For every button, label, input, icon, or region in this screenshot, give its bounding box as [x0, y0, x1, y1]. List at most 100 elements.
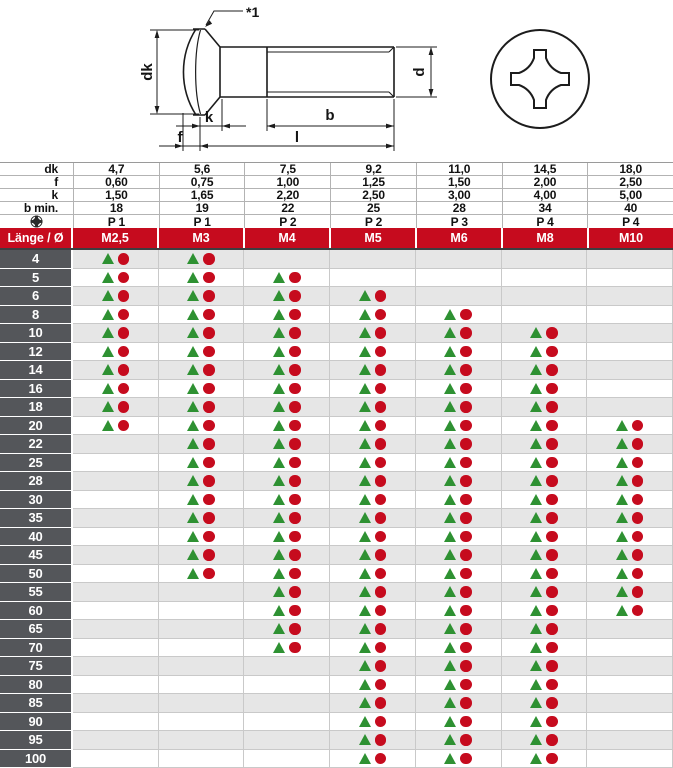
availability-cell — [330, 583, 416, 602]
dim-label-d: d — [411, 67, 428, 76]
circle-marker — [632, 512, 644, 524]
availability-cell — [416, 639, 502, 658]
availability-cell — [244, 565, 330, 584]
triangle-marker — [444, 531, 456, 542]
triangle-marker — [187, 364, 199, 375]
circle-marker — [460, 346, 472, 358]
availability-cell — [502, 343, 588, 362]
length-label: 50 — [0, 565, 73, 584]
triangle-marker — [530, 420, 542, 431]
length-row: 50 — [0, 565, 673, 584]
circle-marker — [118, 383, 130, 395]
availability-cell — [159, 269, 245, 288]
length-row: 65 — [0, 620, 673, 639]
spec-value: 2,50 — [330, 189, 416, 201]
circle-marker — [375, 457, 387, 469]
circle-marker — [460, 660, 472, 672]
triangle-marker — [102, 364, 114, 375]
availability-cell — [330, 380, 416, 399]
triangle-marker — [187, 457, 199, 468]
availability-cell — [502, 361, 588, 380]
triangle-marker — [187, 309, 199, 320]
circle-marker — [203, 438, 215, 450]
availability-cell — [502, 398, 588, 417]
triangle-marker — [359, 309, 371, 320]
availability-cell — [502, 528, 588, 547]
triangle-marker — [273, 586, 285, 597]
circle-marker — [546, 753, 558, 765]
availability-cell — [330, 472, 416, 491]
availability-cell — [244, 287, 330, 306]
empty-cell — [587, 250, 673, 269]
circle-marker — [460, 549, 472, 561]
size-col-header: M8 — [503, 228, 589, 248]
circle-marker — [289, 512, 301, 524]
circle-marker — [118, 290, 130, 302]
empty-cell — [244, 657, 330, 676]
empty-cell — [73, 676, 159, 695]
triangle-marker — [359, 383, 371, 394]
circle-marker — [460, 531, 472, 543]
spec-value: 2,20 — [244, 189, 330, 201]
circle-marker — [375, 531, 387, 543]
circle-marker — [546, 623, 558, 635]
circle-marker — [203, 309, 215, 321]
size-col-header: M6 — [417, 228, 503, 248]
availability-cell — [244, 583, 330, 602]
spec-value: 4,7 — [73, 163, 159, 175]
triangle-marker — [359, 623, 371, 634]
spec-value: 2,00 — [502, 176, 588, 188]
spec-value: 34 — [502, 202, 588, 214]
circle-marker — [118, 420, 130, 432]
availability-cell — [244, 398, 330, 417]
circle-marker — [203, 531, 215, 543]
triangle-marker — [187, 438, 199, 449]
circle-marker — [203, 420, 215, 432]
availability-cell — [502, 324, 588, 343]
availability-cell — [416, 546, 502, 565]
length-row: 35 — [0, 509, 673, 528]
circle-marker — [289, 605, 301, 617]
circle-marker — [375, 512, 387, 524]
empty-cell — [587, 750, 673, 768]
availability-cell — [502, 454, 588, 473]
availability-cell — [330, 417, 416, 436]
empty-cell — [73, 565, 159, 584]
circle-marker — [118, 253, 130, 265]
length-label: 28 — [0, 472, 73, 491]
availability-cell — [416, 472, 502, 491]
circle-marker — [632, 549, 644, 561]
triangle-marker — [359, 549, 371, 560]
triangle-marker — [187, 327, 199, 338]
triangle-marker — [187, 475, 199, 486]
triangle-marker — [187, 494, 199, 505]
availability-cell — [73, 324, 159, 343]
availability-cell — [159, 509, 245, 528]
circle-marker — [289, 438, 301, 450]
availability-cell — [159, 472, 245, 491]
empty-cell — [244, 750, 330, 768]
triangle-marker — [616, 420, 628, 431]
availability-cell — [330, 694, 416, 713]
circle-marker — [289, 457, 301, 469]
availability-cell — [244, 361, 330, 380]
availability-cell — [73, 306, 159, 325]
length-label: 60 — [0, 602, 73, 621]
spec-value: 9,2 — [330, 163, 416, 175]
empty-cell — [502, 269, 588, 288]
circle-marker — [546, 327, 558, 339]
empty-cell — [73, 731, 159, 750]
availability-cell — [330, 602, 416, 621]
availability-cell — [159, 398, 245, 417]
triangle-marker — [273, 494, 285, 505]
circle-marker — [460, 309, 472, 321]
circle-marker — [375, 660, 387, 672]
triangle-marker — [273, 364, 285, 375]
circle-marker — [203, 272, 215, 284]
length-row: 40 — [0, 528, 673, 547]
circle-marker — [460, 327, 472, 339]
circle-marker — [632, 438, 644, 450]
length-row: 80 — [0, 676, 673, 695]
empty-cell — [73, 639, 159, 658]
circle-marker — [546, 586, 558, 598]
